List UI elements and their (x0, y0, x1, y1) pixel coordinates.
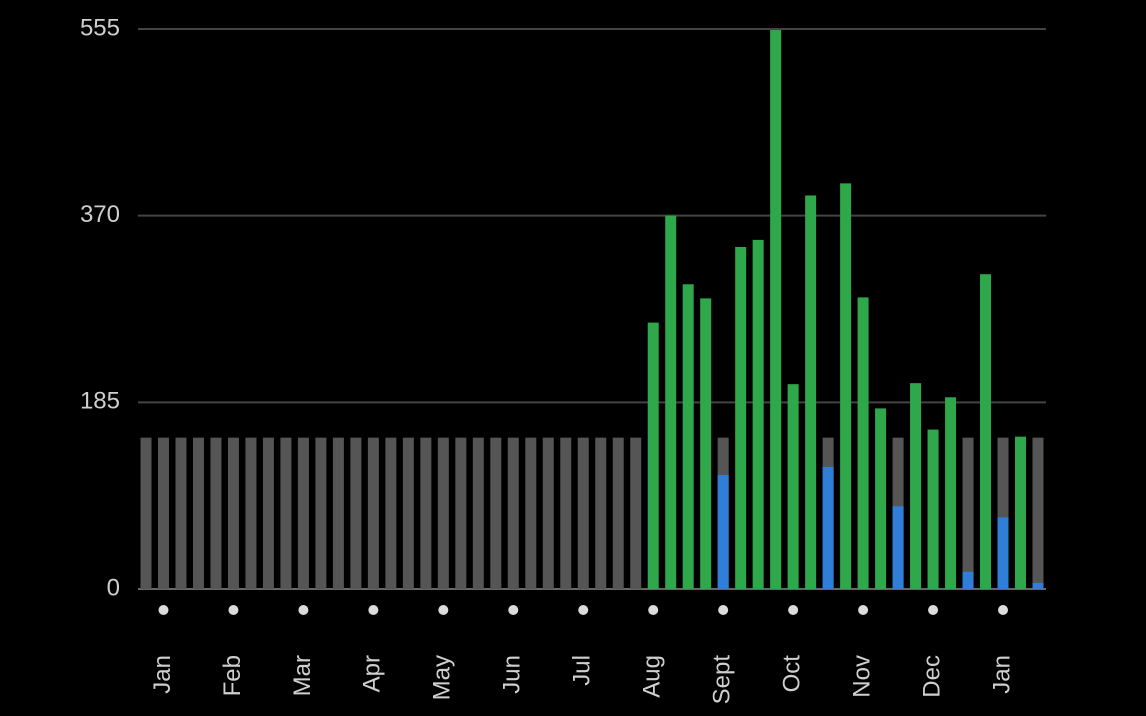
tick-dot (998, 605, 1009, 615)
tick-dot (298, 605, 309, 615)
tick-dot (228, 605, 239, 615)
y-tick-label: 185 (80, 388, 120, 415)
target-bar (525, 437, 537, 589)
x-tick-label: Jan (149, 655, 176, 694)
x-tick-label: Apr (359, 655, 386, 692)
y-tick-label: 0 (107, 574, 120, 601)
target-bar (210, 437, 222, 589)
bar (910, 383, 922, 589)
tick-dot (578, 605, 589, 615)
bar (945, 397, 957, 589)
target-bar (402, 437, 414, 589)
bar (787, 384, 799, 589)
x-tick-label: Jan (988, 655, 1015, 694)
target-bar (507, 437, 519, 589)
bar (770, 30, 782, 589)
bar (875, 408, 887, 589)
target-bar (490, 437, 502, 589)
target-bar (542, 437, 554, 589)
bar (892, 506, 904, 589)
x-tick-label: Jun (499, 655, 526, 694)
target-bar (297, 437, 309, 589)
target-bar (420, 437, 432, 589)
target-bar (1032, 437, 1044, 589)
x-tick-label: Jul (569, 655, 596, 686)
target-bar (140, 437, 152, 589)
target-bar (437, 437, 449, 589)
x-tick-label: Mar (289, 655, 316, 696)
target-bar (455, 437, 467, 589)
bar (962, 571, 974, 589)
target-bar (332, 437, 344, 589)
x-tick-label: Oct (778, 655, 805, 693)
bar (980, 274, 992, 589)
bar (927, 429, 939, 589)
bar (735, 246, 747, 589)
target-bar (367, 437, 379, 589)
bar (717, 474, 729, 589)
tick-dot (788, 605, 799, 615)
bar (805, 195, 817, 589)
x-tick-label: Sept (709, 655, 736, 705)
bar (1015, 436, 1027, 589)
target-bar (192, 437, 204, 589)
target-bar (262, 437, 274, 589)
bar (857, 297, 869, 589)
y-tick-label: 370 (80, 201, 120, 228)
tick-dot (858, 605, 869, 615)
tick-dot (158, 605, 169, 615)
target-bar (245, 437, 257, 589)
target-bar (157, 437, 169, 589)
tick-dot (438, 605, 449, 615)
target-bar (175, 437, 187, 589)
target-bar (962, 437, 974, 589)
target-bar (577, 437, 589, 589)
tick-dot (368, 605, 379, 615)
target-bar (612, 437, 624, 589)
x-tick-label: Nov (848, 655, 875, 698)
bar (1032, 582, 1044, 589)
target-bar (997, 437, 1009, 589)
target-bar (280, 437, 292, 589)
bar (665, 215, 677, 589)
tick-dot (718, 605, 729, 615)
tick-dot (508, 605, 519, 615)
target-bar (385, 437, 397, 589)
bar (822, 466, 834, 589)
bar (752, 239, 764, 590)
tick-dot (928, 605, 939, 615)
tick-dot (648, 605, 659, 615)
x-tick-label: Aug (639, 655, 666, 698)
bar (997, 517, 1009, 589)
target-bar (227, 437, 239, 589)
bar (682, 284, 694, 589)
target-bar (560, 437, 572, 589)
x-tick-label: Dec (918, 655, 945, 698)
bar (647, 322, 659, 589)
target-bar (315, 437, 327, 589)
bar (700, 298, 712, 589)
x-tick-label: Feb (219, 655, 246, 696)
bar (840, 183, 852, 590)
target-bar (472, 437, 484, 589)
target-bar (350, 437, 362, 589)
target-bar (595, 437, 607, 589)
target-bar (630, 437, 642, 589)
y-tick-label: 555 (80, 14, 120, 41)
x-tick-label: May (429, 655, 456, 700)
